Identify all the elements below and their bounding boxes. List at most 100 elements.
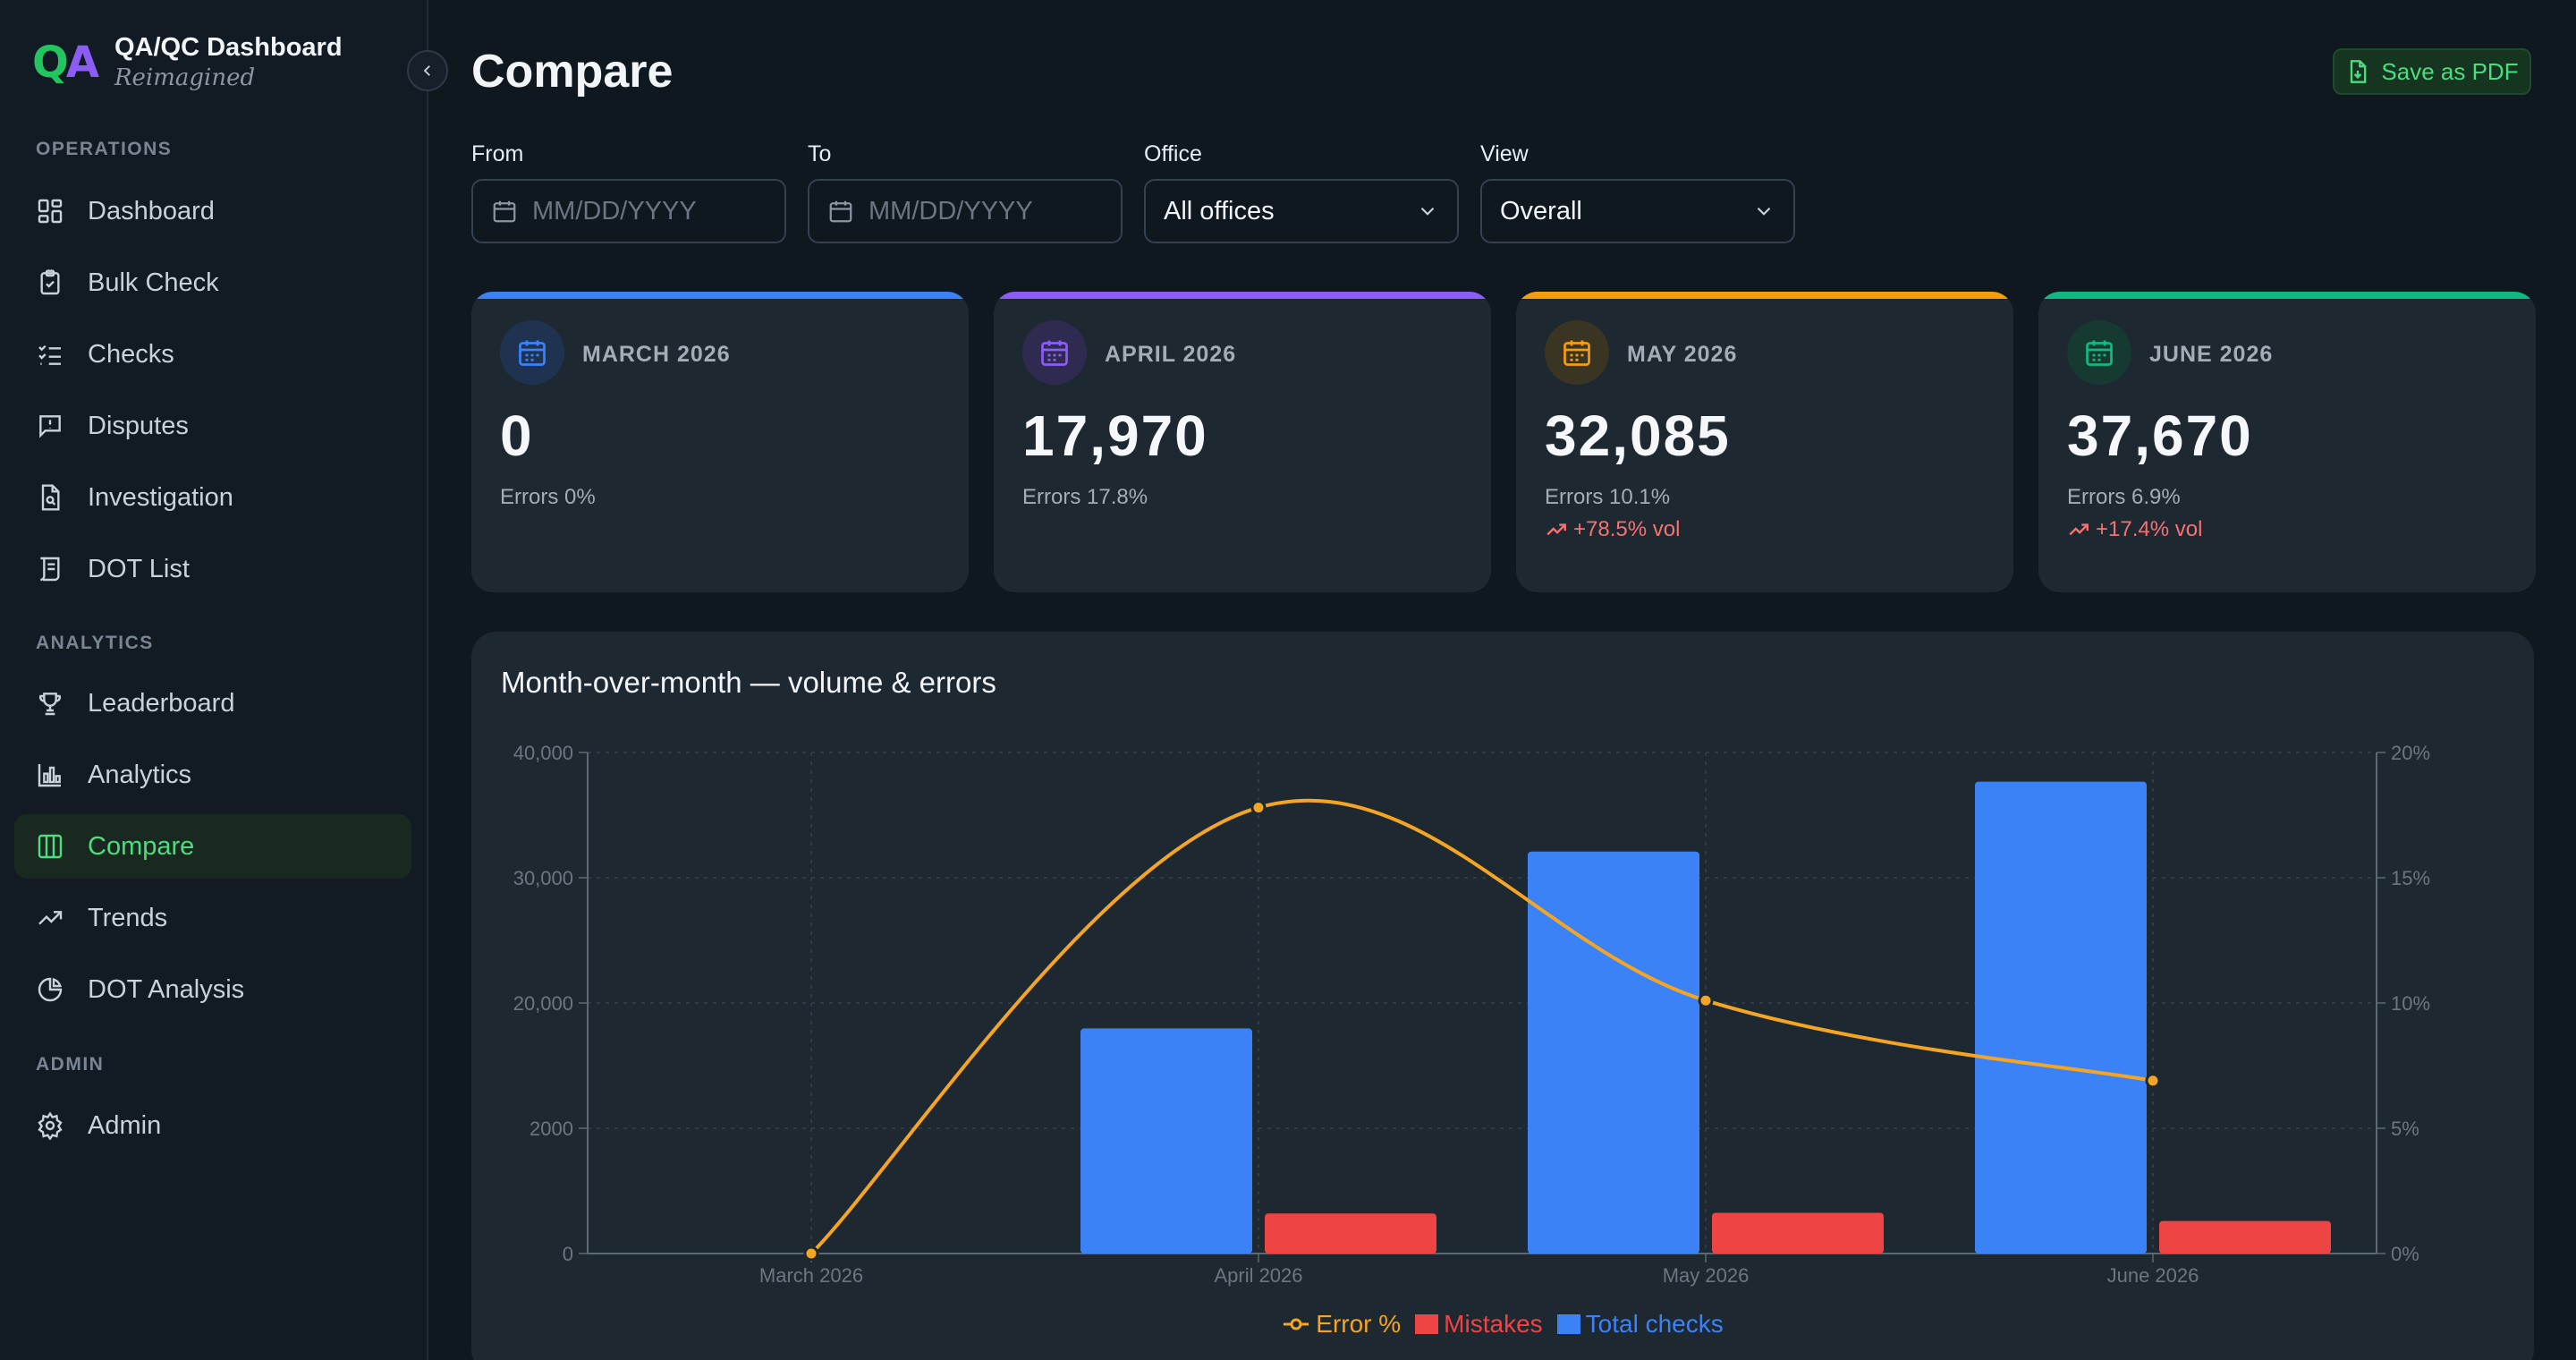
gear-icon bbox=[38, 1111, 63, 1140]
card-icon-badge bbox=[1022, 320, 1087, 385]
card-month: APRIL 2026 bbox=[1105, 342, 1237, 367]
x-tick-label: April 2026 bbox=[1214, 1264, 1302, 1287]
sidebar-item-label: Trends bbox=[88, 903, 168, 932]
view-label: View bbox=[1480, 141, 1529, 166]
sidebar-item-investigation[interactable]: Investigation bbox=[14, 465, 411, 530]
card-icon-badge bbox=[500, 320, 564, 385]
legend-swatch bbox=[1415, 1314, 1439, 1334]
to-placeholder: MM/DD/YYYY bbox=[869, 196, 1033, 225]
card-accent-bar bbox=[1516, 292, 2013, 299]
from-date-input[interactable]: MM/DD/YYYY bbox=[471, 179, 786, 243]
file-download-icon bbox=[2351, 60, 2367, 83]
sidebar-item-label: Leaderboard bbox=[88, 688, 235, 718]
y-left-tick-label: 30,000 bbox=[513, 867, 573, 889]
y-left-tick-label: 40,000 bbox=[513, 742, 573, 764]
legend-swatch bbox=[1556, 1314, 1580, 1334]
sidebar-item-label: Analytics bbox=[88, 760, 192, 789]
trending-up-icon bbox=[2069, 523, 2089, 536]
month-card-may: MAY 2026 32,085 Errors 10.1% +78.5% vol bbox=[1516, 292, 2013, 592]
volume-errors-chart: 0 0% 2000 5% 20,000 10% 30,000 15% 40,000 20% Marc… bbox=[513, 742, 2430, 1287]
bar-total-checks bbox=[1080, 1028, 1252, 1254]
sidebar-item-dot-list[interactable]: DOT List bbox=[14, 537, 411, 601]
y-left-tick-label: 2000 bbox=[530, 1118, 573, 1140]
sidebar-item-trends[interactable]: Trends bbox=[14, 886, 411, 950]
card-accent-bar bbox=[994, 292, 1491, 299]
sidebar-item-compare[interactable]: Compare bbox=[14, 814, 411, 879]
bar-mistakes bbox=[1712, 1212, 1884, 1254]
save-pdf-label: Save as PDF bbox=[2381, 57, 2519, 85]
message-alert-icon bbox=[39, 415, 61, 438]
month-card-march: MARCH 2026 0 Errors 0% bbox=[471, 292, 969, 592]
sidebar-item-label: Disputes bbox=[88, 411, 189, 440]
card-volume-delta: +78.5% vol bbox=[1545, 517, 1680, 542]
sidebar-item-disputes[interactable]: Disputes bbox=[14, 394, 411, 458]
calendar-icon bbox=[829, 200, 852, 223]
brand[interactable]: QA QA/QC Dashboard Reimagined bbox=[32, 32, 343, 94]
point-error-pct bbox=[803, 1245, 819, 1262]
filter-office: Office All offices bbox=[1144, 141, 1459, 243]
save-pdf-button[interactable]: Save as PDF bbox=[2333, 48, 2531, 95]
sidebar-item-analytics[interactable]: Analytics bbox=[14, 743, 411, 807]
line-error-pct bbox=[809, 798, 2154, 1255]
calendar-icon bbox=[1563, 340, 1590, 366]
office-value: All offices bbox=[1164, 196, 1275, 225]
from-placeholder: MM/DD/YYYY bbox=[532, 196, 697, 225]
brand-logo: QA bbox=[32, 41, 99, 84]
collapse-sidebar-button[interactable] bbox=[407, 50, 448, 91]
columns-icon bbox=[38, 834, 63, 859]
dashboard-icon bbox=[38, 199, 63, 224]
bar-mistakes bbox=[2159, 1220, 2331, 1254]
calendar-icon bbox=[493, 200, 516, 223]
brand-subtitle: Reimagined bbox=[114, 64, 256, 91]
sidebar-item-label: Investigation bbox=[88, 482, 233, 512]
y-right-tick-label: 0% bbox=[2391, 1243, 2419, 1265]
sidebar-item-label: Checks bbox=[88, 339, 174, 369]
sidebar-item-bulk-check[interactable]: Bulk Check bbox=[14, 251, 411, 315]
logo-a: A bbox=[65, 38, 99, 89]
sidebar-item-leaderboard[interactable]: Leaderboard bbox=[14, 671, 411, 735]
card-month: JUNE 2026 bbox=[2149, 342, 2274, 367]
brand-title: QA/QC Dashboard bbox=[114, 33, 343, 62]
legend-label: Total checks bbox=[1585, 1310, 1724, 1338]
legend-item[interactable]: Error % bbox=[1282, 1310, 1401, 1339]
card-month: MAY 2026 bbox=[1627, 342, 1738, 367]
bar-total-checks bbox=[1975, 781, 2147, 1254]
view-select[interactable]: Overall bbox=[1480, 179, 1795, 243]
month-card-june: JUNE 2026 37,670 Errors 6.9% +17.4% vol bbox=[2038, 292, 2536, 592]
y-left-tick-label: 0 bbox=[563, 1243, 573, 1265]
card-accent-bar bbox=[2038, 292, 2536, 299]
point-error-pct bbox=[2145, 1073, 2161, 1089]
pie-chart-icon bbox=[38, 977, 63, 1002]
card-errors: Errors 10.1% bbox=[1545, 485, 1671, 509]
clipboard-check-icon bbox=[40, 269, 60, 295]
card-month: MARCH 2026 bbox=[582, 342, 731, 367]
from-label: From bbox=[471, 141, 524, 166]
to-date-input[interactable]: MM/DD/YYYY bbox=[808, 179, 1123, 243]
bar-mistakes bbox=[1265, 1213, 1436, 1254]
y-right-tick-label: 15% bbox=[2391, 867, 2430, 889]
card-value: 17,970 bbox=[1022, 404, 1208, 468]
chart-title: Month-over-month — volume & errors bbox=[501, 666, 996, 699]
view-value: Overall bbox=[1500, 196, 1582, 225]
x-tick-label: June 2026 bbox=[2107, 1264, 2199, 1287]
sidebar-item-label: Compare bbox=[88, 831, 195, 861]
sidebar-item-label: Admin bbox=[88, 1110, 162, 1140]
office-select[interactable]: All offices bbox=[1144, 179, 1459, 243]
legend-label: Error % bbox=[1316, 1310, 1402, 1338]
month-card-april: APRIL 2026 17,970 Errors 17.8% bbox=[994, 292, 1491, 592]
legend-item[interactable]: Mistakes bbox=[1415, 1310, 1543, 1339]
sidebar-item-admin[interactable]: Admin bbox=[14, 1093, 411, 1158]
sidebar-item-dot-analysis[interactable]: DOT Analysis bbox=[14, 957, 411, 1022]
y-right-tick-label: 5% bbox=[2391, 1118, 2419, 1140]
y-left-tick-label: 20,000 bbox=[513, 992, 573, 1015]
card-value: 32,085 bbox=[1545, 404, 1731, 468]
chevron-left-icon bbox=[423, 65, 430, 76]
trending-up-icon bbox=[38, 911, 63, 925]
sidebar-item-dashboard[interactable]: Dashboard bbox=[14, 179, 411, 243]
sidebar-item-checks[interactable]: Checks bbox=[14, 322, 411, 387]
legend-item[interactable]: Total checks bbox=[1556, 1310, 1724, 1339]
page-title: Compare bbox=[471, 46, 674, 98]
calendar-icon bbox=[1041, 340, 1068, 366]
y-right-tick-label: 10% bbox=[2391, 992, 2430, 1015]
legend-swatch bbox=[1284, 1318, 1309, 1330]
